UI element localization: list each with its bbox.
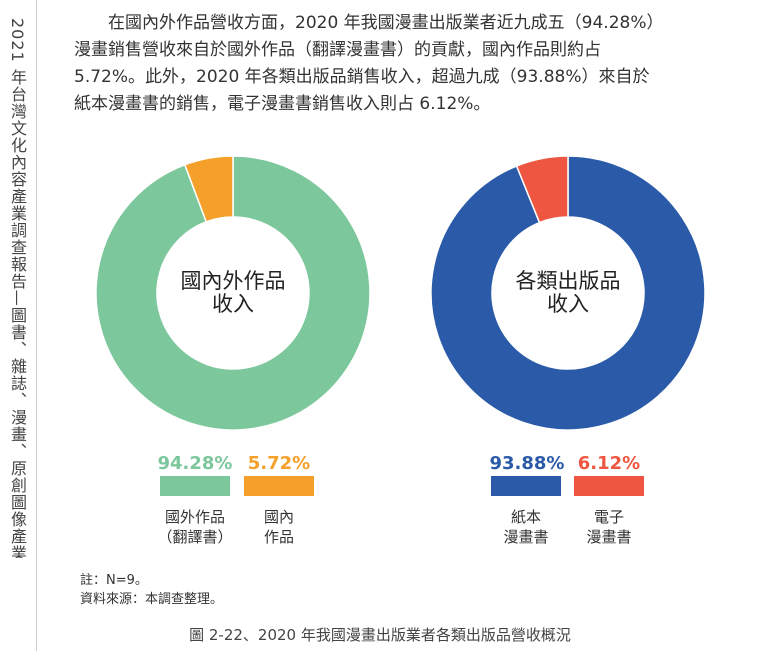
legend-label-line-2: 漫畫書 [586,528,632,546]
legend-value-foreign-works: 94.28% [157,453,233,474]
side-divider [36,0,37,651]
legend-label-line-1: 電子 [593,508,624,526]
donut-slice-0-0 [95,155,371,431]
legend-swatch-print-comics [491,476,561,496]
legend-swatch-foreign-works [160,476,230,496]
legend-label-digital-comics: 電子 漫畫書 [559,507,659,547]
legend-value-print-comics: 93.88% [489,453,565,474]
donut-chart-publication-types [430,155,706,431]
legend-label-line-2: 作品 [263,528,294,546]
donut-center-label-domestic-foreign: 國內外作品 收入 [143,270,323,316]
legend-label-line-1: 紙本 [510,508,541,526]
legend-label-line-2: （翻譯書） [157,528,233,546]
center-label-line-1: 國內外作品 [180,269,286,293]
note-sample-size: 註：N=9。 [80,573,148,588]
legend-label-line-1: 國內 [263,508,294,526]
note-source: 資料來源：本調查整理。 [80,592,224,607]
legend-label-line-1: 國外作品 [164,508,225,526]
donut-slice-1-0 [430,155,706,431]
legend-value-digital-comics: 6.12% [577,453,641,474]
intro-paragraph: 在國內外作品營收方面，2020 年我國漫畫出版業者近九成五（94.28%） 漫畫… [74,10,744,118]
center-label-line-2: 收入 [547,292,589,316]
donut-slice-0-1 [183,155,234,223]
donut-center-label-publication-types: 各類出版品 收入 [478,270,658,316]
paragraph-line-4: 紙本漫畫書的銷售，電子漫畫書銷售收入則占 6.12%。 [74,94,491,114]
legend-swatch-domestic-works [244,476,314,496]
paragraph-line-2: 漫畫銷售營收來自於國外作品（翻譯漫畫書）的貢獻，國內作品則約占 [74,40,601,60]
center-label-line-2: 收入 [212,292,254,316]
center-label-line-1: 各類出版品 [515,269,621,293]
donut-chart-domestic-foreign [95,155,371,431]
donut-slice-1-1 [515,155,569,224]
paragraph-line-3: 5.72%。此外，2020 年各類出版品銷售收入，超過九成（93.88%）來自於 [74,67,650,87]
legend-value-domestic-works: 5.72% [247,453,311,474]
legend-label-print-comics: 紙本 漫畫書 [476,507,576,547]
legend-label-foreign-works: 國外作品 （翻譯書） [145,507,245,547]
paragraph-line-1: 在國內外作品營收方面，2020 年我國漫畫出版業者近九成五（94.28%） [108,13,664,33]
figure-caption: 圖 2-22、2020 年我國漫畫出版業者各類出版品營收概況 [189,626,571,644]
legend-label-line-2: 漫畫書 [503,528,549,546]
side-report-title: 2021 年台灣文化內容產業調查報告—圖書、雜誌、漫畫、原創圖像產業 [8,18,27,558]
legend-label-domestic-works: 國內 作品 [229,507,329,547]
legend-swatch-digital-comics [574,476,644,496]
